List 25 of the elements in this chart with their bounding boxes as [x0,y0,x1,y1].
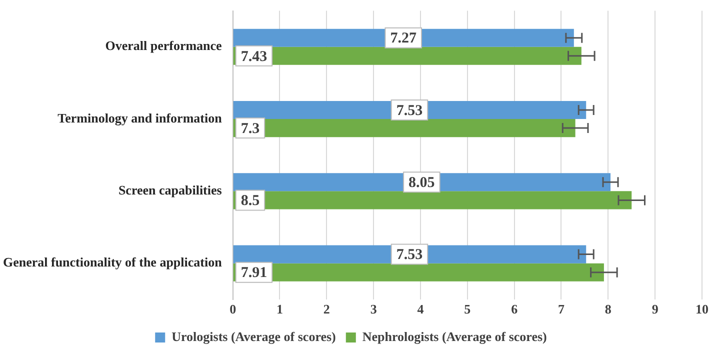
y-tick-label: Terminology and information [58,110,223,126]
x-tick-label: 4 [417,302,424,317]
data-label: 7.91 [240,265,268,282]
y-tick-label: Screen capabilities [118,182,222,198]
x-tick-label: 5 [464,302,472,317]
x-tick-label: 8 [604,302,612,317]
data-label: 7.3 [240,120,260,137]
data-label: 7.27 [390,30,417,47]
data-label: 7.53 [396,102,423,119]
data-label: 7.43 [240,48,268,65]
data-label: 8.05 [408,175,435,192]
data-label: 8.5 [240,193,260,210]
x-tick-label: 3 [370,302,378,317]
data-label: 7.53 [396,247,423,264]
legend-label: Nephrologists (Average of scores) [362,328,547,344]
x-tick-label: 7 [558,302,565,317]
x-tick-label: 0 [230,302,236,317]
x-tick-label: 6 [511,302,518,317]
x-tick-label: 9 [652,302,659,317]
x-tick-label: 10 [696,302,708,317]
y-tick-label: General functionality of the application [2,254,223,270]
legend-label: Urologists (Average of scores) [172,328,336,344]
x-tick-label: 2 [323,302,330,317]
y-tick-label: Overall performance [105,38,222,54]
x-tick-label: 1 [276,302,283,317]
